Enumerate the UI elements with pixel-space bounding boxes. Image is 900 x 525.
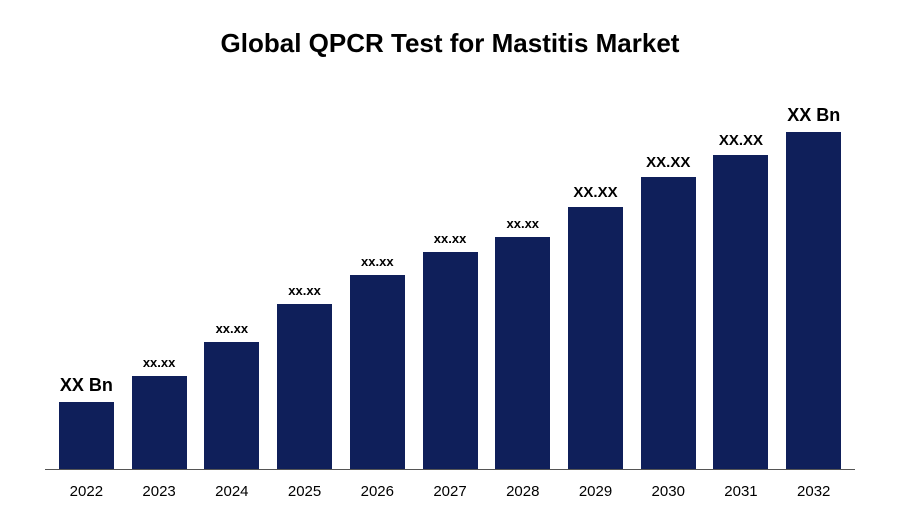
bar-group: xx.xx xyxy=(268,95,341,469)
x-axis-label: 2030 xyxy=(632,483,705,500)
bar xyxy=(713,155,768,469)
bar-value-label: xx.xx xyxy=(216,321,249,336)
bar xyxy=(568,207,623,469)
bar xyxy=(132,376,187,470)
bar xyxy=(277,304,332,469)
bar-value-label: xx.xx xyxy=(361,254,394,269)
bar-value-label: xx.xx xyxy=(507,216,540,231)
bar xyxy=(423,252,478,469)
bar xyxy=(786,132,841,469)
x-axis-label: 2023 xyxy=(123,483,196,500)
bar-value-label: xx.xx xyxy=(288,283,321,298)
bar-group: XX Bn xyxy=(777,95,850,469)
chart-title: Global QPCR Test for Mastitis Market xyxy=(0,0,900,59)
bar-value-label: xx.xx xyxy=(434,231,467,246)
bar xyxy=(495,237,550,469)
bars-container: XX Bn xx.xx xx.xx xx.xx xx.xx xx.xx xx.xx XX.XX… xyxy=(45,95,855,469)
bar xyxy=(204,342,259,469)
chart-plot-area: XX Bn xx.xx xx.xx xx.xx xx.xx xx.xx xx.xx XX.XX… xyxy=(45,95,855,470)
bar xyxy=(350,275,405,469)
x-axis: 2022202320242025202620272028202920302031… xyxy=(45,483,855,500)
bar-group: XX.XX xyxy=(705,95,778,469)
x-axis-label: 2025 xyxy=(268,483,341,500)
bar-group: xx.xx xyxy=(486,95,559,469)
x-axis-label: 2032 xyxy=(777,483,850,500)
bar-value-label: XX.XX xyxy=(573,184,617,201)
x-axis-label: 2026 xyxy=(341,483,414,500)
x-axis-label: 2027 xyxy=(414,483,487,500)
bar-value-label: xx.xx xyxy=(143,355,176,370)
bar xyxy=(59,402,114,469)
bar-group: xx.xx xyxy=(414,95,487,469)
bar-value-label: XX.XX xyxy=(646,154,690,171)
x-axis-label: 2022 xyxy=(50,483,123,500)
bar-value-label: XX.XX xyxy=(719,132,763,149)
bar-value-label: XX Bn xyxy=(787,105,840,126)
x-axis-label: 2031 xyxy=(705,483,778,500)
bar-group: XX.XX xyxy=(559,95,632,469)
x-axis-label: 2028 xyxy=(486,483,559,500)
bar-value-label: XX Bn xyxy=(60,375,113,396)
bar-group: XX.XX xyxy=(632,95,705,469)
bar-group: XX Bn xyxy=(50,95,123,469)
x-axis-label: 2024 xyxy=(195,483,268,500)
bar-group: xx.xx xyxy=(123,95,196,469)
x-axis-label: 2029 xyxy=(559,483,632,500)
bar xyxy=(641,177,696,469)
bar-group: xx.xx xyxy=(195,95,268,469)
bar-group: xx.xx xyxy=(341,95,414,469)
